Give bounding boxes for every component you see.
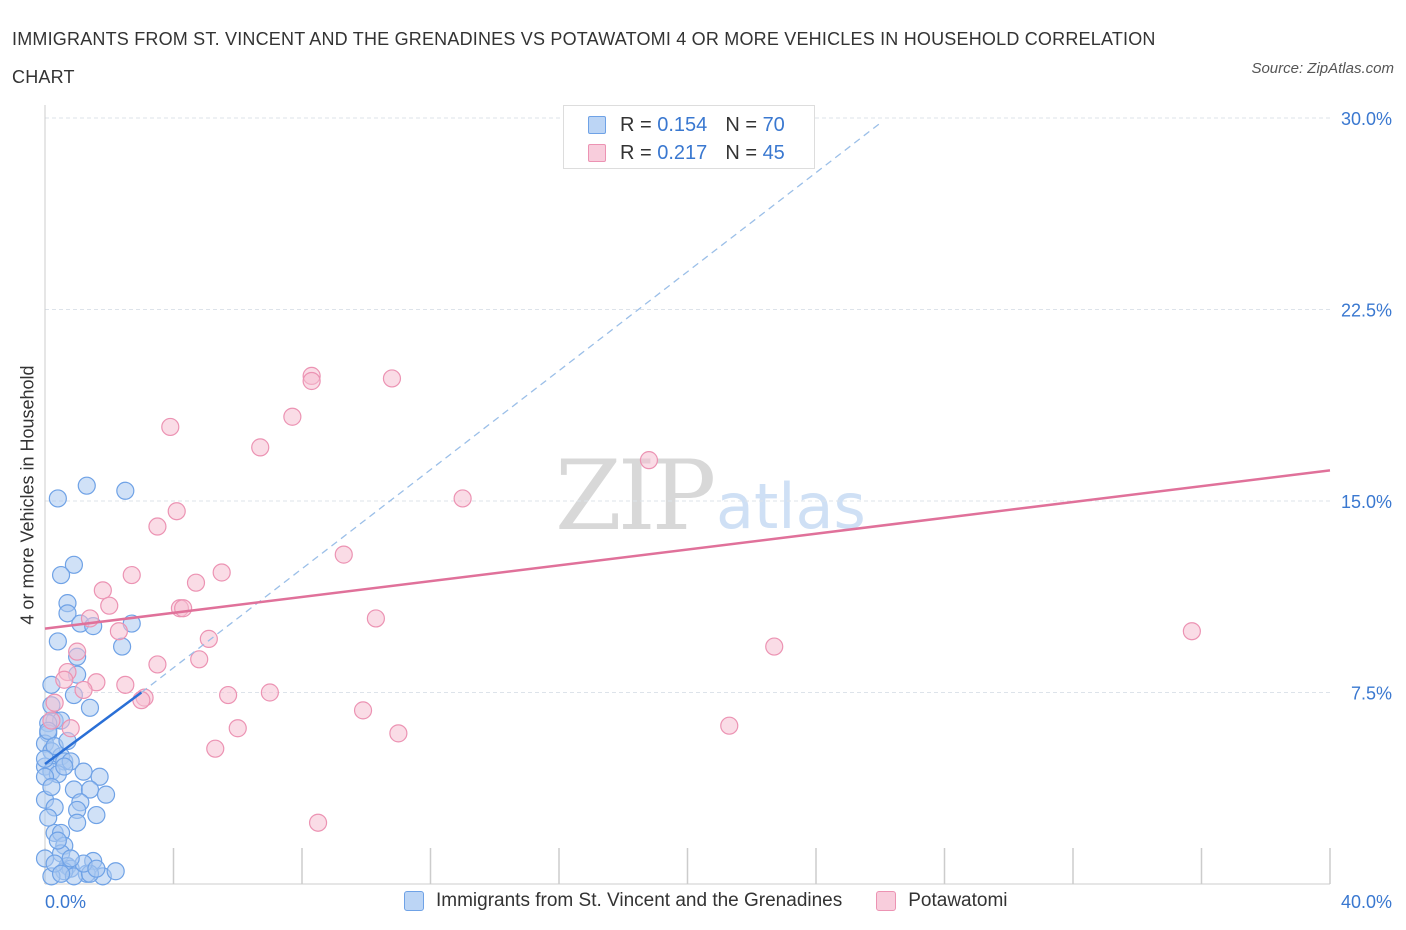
trendline-potawatomi xyxy=(44,469,1331,630)
point-potawatomi xyxy=(68,642,87,661)
point-potawatomi xyxy=(219,685,238,705)
point-immigrants xyxy=(39,808,58,827)
point-potawatomi xyxy=(260,683,279,702)
series-legend-item-immigrants[interactable]: Immigrants from St. Vincent and the Gren… xyxy=(404,890,842,912)
point-potawatomi xyxy=(453,489,472,508)
point-potawatomi xyxy=(122,565,141,585)
point-immigrants xyxy=(61,849,80,868)
point-potawatomi xyxy=(283,407,302,426)
point-potawatomi xyxy=(186,573,206,592)
point-potawatomi xyxy=(206,739,225,758)
point-potawatomi xyxy=(212,563,231,582)
legend-r-value-blue: 0.154 xyxy=(657,113,708,136)
point-potawatomi xyxy=(302,371,321,391)
point-immigrants xyxy=(116,481,135,500)
point-immigrants xyxy=(106,862,125,881)
point-potawatomi xyxy=(1182,622,1201,641)
point-potawatomi xyxy=(765,637,784,656)
source-label: Source: ZipAtlas.com xyxy=(1251,60,1394,77)
point-potawatomi xyxy=(55,670,74,689)
point-immigrants xyxy=(112,637,132,656)
y-tick-label: 30.0% xyxy=(1341,109,1392,129)
legend-r-label: R = xyxy=(620,113,652,136)
point-immigrants xyxy=(87,805,106,825)
point-immigrants xyxy=(42,777,61,797)
point-immigrants xyxy=(64,555,84,574)
legend-n-label: N = xyxy=(725,113,757,136)
point-potawatomi xyxy=(389,724,408,743)
point-immigrants xyxy=(48,831,67,850)
legend-row-blue: R = 0.154 N = 70 xyxy=(588,113,785,137)
legend-n-value-blue: 70 xyxy=(762,113,785,136)
point-potawatomi xyxy=(174,599,193,618)
point-potawatomi xyxy=(148,517,167,536)
point-potawatomi xyxy=(639,451,659,470)
stats-legend: R = 0.154 N = 70 R = 0.217 N = 45 xyxy=(563,105,815,169)
legend-swatch-blue xyxy=(588,116,606,134)
series-legend-item-potawatomi[interactable]: Potawatomi xyxy=(876,890,1008,912)
watermark-zip: ZIP xyxy=(555,440,716,552)
y-tick-label: 22.5% xyxy=(1341,301,1392,321)
point-potawatomi xyxy=(308,813,328,832)
series-swatch-blue xyxy=(404,891,424,911)
point-immigrants xyxy=(68,813,87,832)
y-tick-label: 15.0% xyxy=(1341,492,1392,512)
series-legend: Immigrants from St. Vincent and the Gren… xyxy=(404,890,1042,912)
point-potawatomi xyxy=(42,711,61,730)
point-potawatomi xyxy=(74,680,93,700)
point-immigrants xyxy=(48,632,67,651)
point-immigrants xyxy=(96,785,116,804)
y-tick-label: 7.5% xyxy=(1351,684,1392,704)
series-label-potawatomi: Potawatomi xyxy=(908,890,1008,911)
point-potawatomi xyxy=(61,719,80,738)
legend-r-label: R = xyxy=(620,141,652,164)
point-potawatomi xyxy=(116,675,135,694)
point-immigrants xyxy=(48,489,67,508)
point-potawatomi xyxy=(93,581,112,600)
chart-title: IMMIGRANTS FROM ST. VINCENT AND THE GREN… xyxy=(12,29,1156,87)
point-potawatomi xyxy=(132,691,151,710)
x-tick-label-max: 40.0% xyxy=(1341,892,1392,912)
point-immigrants xyxy=(87,859,106,878)
point-immigrants xyxy=(55,757,74,776)
point-immigrants xyxy=(51,864,71,883)
series-swatch-pink xyxy=(876,891,897,911)
point-potawatomi xyxy=(353,701,373,720)
legend-row-pink: R = 0.217 N = 45 xyxy=(588,141,785,165)
point-immigrants xyxy=(58,604,77,623)
trendline-immigrants-extended xyxy=(140,122,881,694)
legend-swatch-pink xyxy=(588,144,606,162)
point-potawatomi xyxy=(251,438,270,457)
point-immigrants xyxy=(51,565,71,585)
legend-n-value-pink: 45 xyxy=(762,141,785,164)
point-potawatomi xyxy=(382,369,402,388)
point-immigrants xyxy=(77,476,96,495)
point-potawatomi xyxy=(720,716,739,735)
point-potawatomi xyxy=(228,719,247,738)
x-tick-label-min: 0.0% xyxy=(45,892,86,912)
point-potawatomi xyxy=(190,650,209,669)
point-potawatomi xyxy=(167,502,186,521)
point-potawatomi xyxy=(148,655,167,674)
point-immigrants xyxy=(74,762,93,781)
point-potawatomi xyxy=(100,596,119,615)
point-immigrants xyxy=(90,767,109,786)
series-label-immigrants: Immigrants from St. Vincent and the Gren… xyxy=(436,890,843,911)
point-immigrants xyxy=(80,780,100,799)
point-potawatomi xyxy=(45,693,64,712)
point-potawatomi xyxy=(334,545,353,564)
point-potawatomi xyxy=(109,622,128,641)
point-immigrants xyxy=(80,698,100,717)
y-axis-label: 4 or more Vehicles in Household xyxy=(17,365,38,625)
legend-r-value-pink: 0.217 xyxy=(657,141,708,164)
point-potawatomi xyxy=(199,629,218,648)
legend-n-label: N = xyxy=(725,141,757,164)
trendline-immigrants xyxy=(44,691,143,765)
point-potawatomi xyxy=(366,609,385,628)
point-potawatomi xyxy=(161,417,180,437)
